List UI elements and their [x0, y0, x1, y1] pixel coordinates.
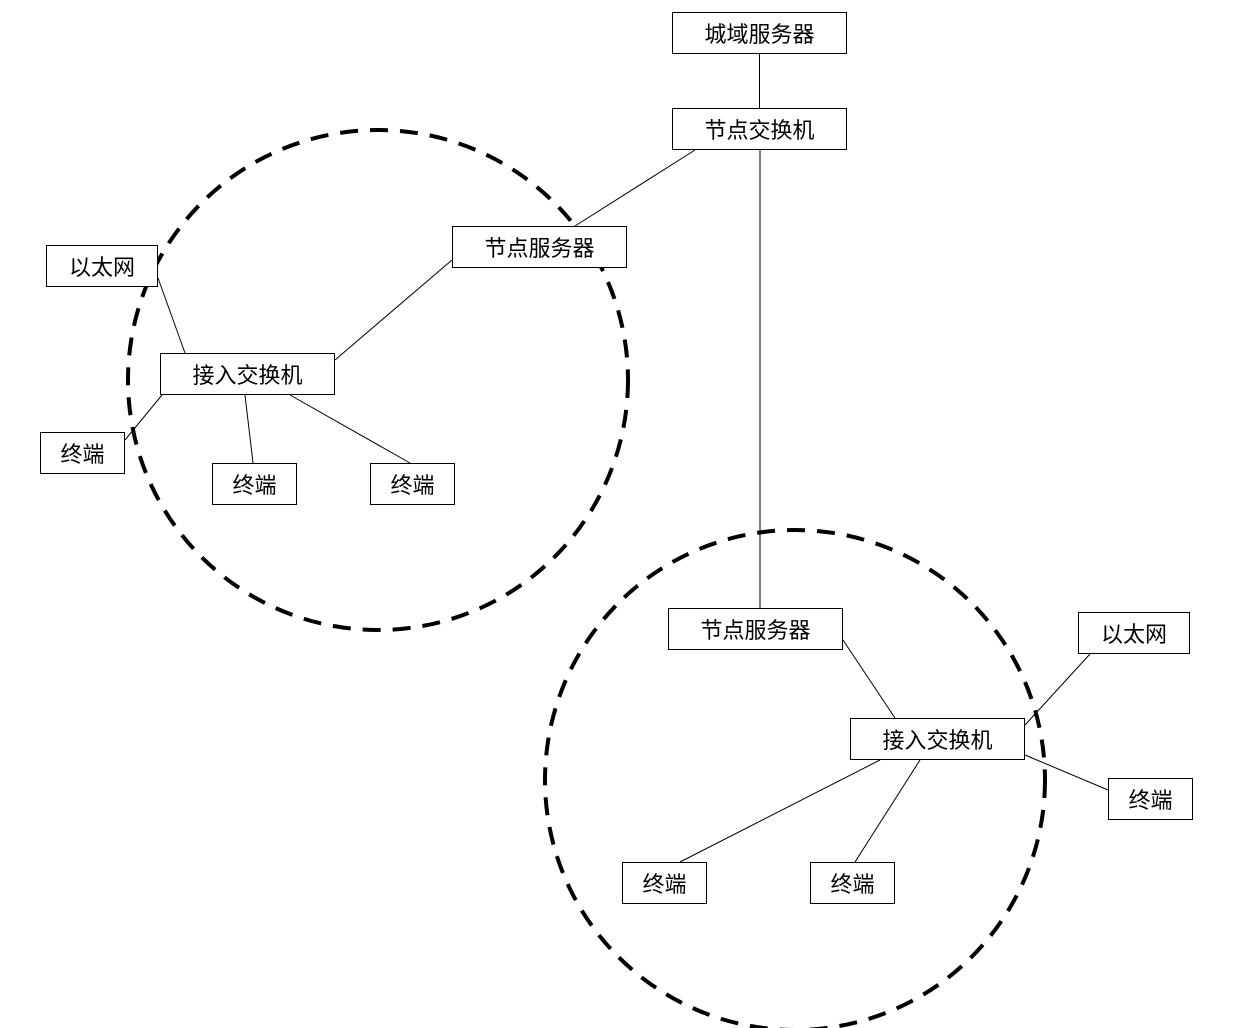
- edge: [1025, 654, 1090, 725]
- node-label: 以太网: [69, 250, 135, 282]
- node-terminal-l2: 终端: [370, 463, 455, 505]
- node-label: 以太网: [1101, 617, 1167, 649]
- node-label: 城域服务器: [704, 17, 814, 49]
- node-access-switch-2: 接入交换机: [850, 718, 1025, 760]
- node-server-2: 节点服务器: [668, 608, 843, 650]
- edge: [575, 150, 695, 226]
- node-label: 终端: [390, 468, 434, 500]
- edge: [245, 395, 253, 463]
- node-terminal-r0: 终端: [1108, 778, 1193, 820]
- network-diagram: 城域服务器 节点交换机 节点服务器 以太网 接入交换机 终端 终端 终端 节点服…: [0, 0, 1240, 1028]
- node-label: 节点交换机: [704, 113, 814, 145]
- node-label: 终端: [60, 437, 104, 469]
- node-label: 接入交换机: [192, 358, 302, 390]
- node-metro-server: 城域服务器: [672, 12, 847, 54]
- edges-layer: [0, 0, 1240, 1028]
- edge: [855, 760, 920, 862]
- edge: [125, 395, 162, 440]
- node-server-1: 节点服务器: [452, 226, 627, 268]
- node-label: 接入交换机: [882, 723, 992, 755]
- node-label: 节点服务器: [484, 231, 594, 263]
- edge: [1025, 755, 1108, 790]
- circle-right: [545, 530, 1045, 1028]
- node-label: 终端: [642, 867, 686, 899]
- node-label: 终端: [232, 468, 276, 500]
- node-label: 终端: [1128, 783, 1172, 815]
- node-terminal-l0: 终端: [40, 432, 125, 474]
- edge: [335, 260, 452, 360]
- node-switch: 节点交换机: [672, 108, 847, 150]
- edge: [680, 760, 880, 862]
- node-access-switch-1: 接入交换机: [160, 353, 335, 395]
- node-label: 终端: [830, 867, 874, 899]
- edge: [843, 640, 895, 718]
- edge: [158, 278, 185, 353]
- edge: [290, 395, 410, 463]
- node-ethernet-1: 以太网: [46, 245, 158, 287]
- node-ethernet-2: 以太网: [1078, 612, 1190, 654]
- node-terminal-l1: 终端: [212, 463, 297, 505]
- node-terminal-r1: 终端: [622, 862, 707, 904]
- node-terminal-r2: 终端: [810, 862, 895, 904]
- dashed-circles-layer: [0, 0, 1240, 1028]
- node-label: 节点服务器: [700, 613, 810, 645]
